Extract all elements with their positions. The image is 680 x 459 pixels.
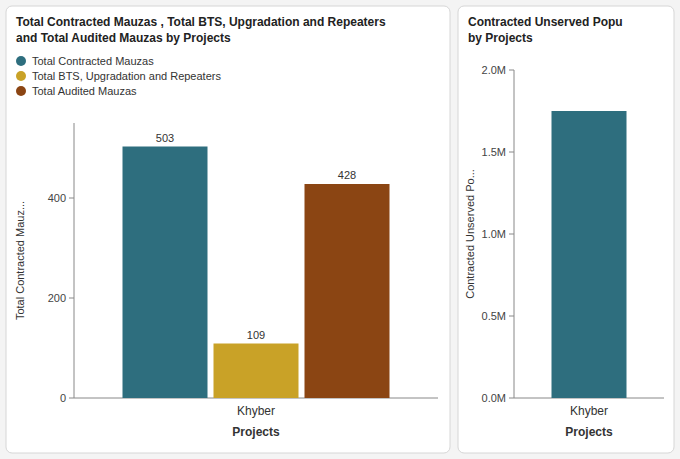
y-tick-label: 1.0M [482, 228, 506, 240]
y-tick-label: 0 [60, 392, 66, 404]
y-tick [69, 298, 74, 299]
y-tick [509, 152, 514, 153]
data-label: 428 [338, 169, 356, 181]
bar [214, 344, 299, 399]
y-tick-label: 0.0M [482, 392, 506, 404]
legend-label: Total BTS, Upgradation and Repeaters [32, 70, 221, 82]
data-label: 109 [247, 329, 265, 341]
y-tick [509, 316, 514, 317]
y-tick-label: 200 [48, 292, 66, 304]
bar [552, 111, 627, 398]
y-tick [509, 398, 514, 399]
chart-title: Total Contracted Mauzas , Total BTS, Upg… [16, 15, 386, 29]
data-label: 503 [156, 132, 174, 144]
y-tick [509, 234, 514, 235]
x-axis-label: Projects [565, 425, 613, 439]
bars [123, 147, 390, 399]
y-tick-label: 1.5M [482, 146, 506, 158]
legend-swatch [16, 71, 26, 81]
y-axis-label: Total Contracted Mauz... [14, 201, 26, 320]
legend-label: Total Contracted Mauzas [32, 55, 154, 67]
panel-background [6, 6, 450, 453]
legend: Total Contracted Mauzas Total BTS, Upgrad… [16, 55, 221, 97]
chart-title: Contracted Unserved Popu [468, 15, 623, 29]
panel-background [458, 6, 674, 453]
data-labels: 503 109 428 [156, 132, 356, 341]
y-tick-label: 400 [48, 192, 66, 204]
bar [123, 147, 208, 399]
x-tick-label: Khyber [237, 404, 275, 418]
legend-swatch [16, 86, 26, 96]
y-axis-label: Contracted Unserved Po... [464, 169, 476, 299]
chart-panel: Contracted Unserved Popuby Projects0.0M0… [458, 6, 674, 453]
y-axis: 0.0M 0.5M 1.0M 1.5M 2.0M [482, 64, 664, 404]
y-tick-label: 0.5M [482, 310, 506, 322]
x-axis-label: Projects [232, 425, 280, 439]
chart-subtitle: and Total Audited Mauzas by Projects [16, 31, 231, 45]
chart-panel: Total Contracted Mauzas , Total BTS, Upg… [6, 6, 450, 453]
y-tick-label: 2.0M [482, 64, 506, 76]
x-tick-label: Khyber [570, 404, 608, 418]
bars [552, 111, 627, 398]
chart-subtitle: by Projects [468, 31, 533, 45]
y-axis-line [74, 123, 75, 398]
y-tick [69, 398, 74, 399]
y-tick [509, 70, 514, 71]
y-tick [69, 198, 74, 199]
bar [305, 184, 390, 398]
dashboard: Total Contracted Mauzas , Total BTS, Upg… [0, 0, 680, 459]
y-axis: 0 200 400 [48, 123, 438, 404]
legend-swatch [16, 56, 26, 66]
legend-label: Total Audited Mauzas [32, 85, 137, 97]
y-axis-line [514, 70, 515, 398]
